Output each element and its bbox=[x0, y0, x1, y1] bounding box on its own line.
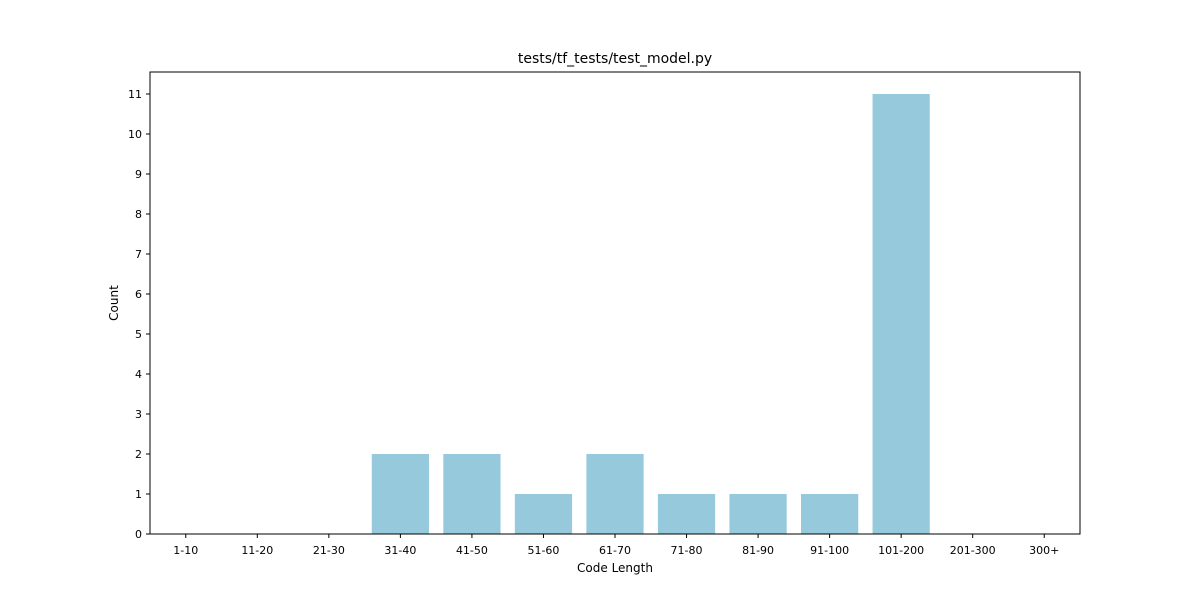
plot-frame bbox=[149, 71, 1081, 535]
x-tick-label: 71-80 bbox=[671, 544, 703, 557]
bars-layer bbox=[371, 94, 930, 534]
bar-31-40 bbox=[371, 454, 429, 534]
y-tick-label: 7 bbox=[135, 248, 142, 261]
x-tick-label: 31-40 bbox=[384, 544, 416, 557]
y-tick-label: 3 bbox=[135, 408, 142, 421]
y-tick-label: 0 bbox=[135, 528, 142, 541]
bar-41-50 bbox=[443, 454, 501, 534]
bar-81-90 bbox=[729, 494, 787, 534]
x-tick-label: 81-90 bbox=[742, 544, 774, 557]
x-tick-label: 300+ bbox=[1029, 544, 1059, 557]
y-tick-label: 2 bbox=[135, 448, 142, 461]
x-tick-label: 11-20 bbox=[241, 544, 273, 557]
bar-51-60 bbox=[514, 494, 573, 534]
bar-91-100 bbox=[801, 494, 859, 534]
x-tick-label: 201-300 bbox=[950, 544, 996, 557]
y-tick-label: 4 bbox=[135, 368, 142, 381]
y-tick-label: 5 bbox=[135, 328, 142, 341]
y-tick-label: 6 bbox=[135, 288, 142, 301]
y-tick-label: 11 bbox=[128, 88, 142, 101]
x-axis-label: Code Length bbox=[577, 561, 653, 575]
bar-101-200 bbox=[872, 94, 930, 534]
bar-61-70 bbox=[586, 454, 644, 534]
x-tick-label: 1-10 bbox=[173, 544, 198, 557]
y-axis-label: Count bbox=[107, 285, 121, 321]
x-tick-label: 51-60 bbox=[527, 544, 559, 557]
x-axis-ticks: 1-10 11-20 21-30 31-40 41-50 51-60 61-70 71-80 8… bbox=[173, 534, 1059, 557]
chart-title: tests/tf_tests/test_model.py bbox=[518, 51, 712, 67]
y-axis-ticks: 0 1 2 3 4 5 6 7 8 9 10 11 bbox=[128, 88, 150, 541]
y-tick-label: 1 bbox=[135, 488, 142, 501]
x-tick-label: 101-200 bbox=[878, 544, 924, 557]
bar-71-80 bbox=[657, 494, 716, 534]
y-tick-label: 9 bbox=[135, 168, 142, 181]
x-tick-label: 41-50 bbox=[456, 544, 488, 557]
x-tick-label: 21-30 bbox=[313, 544, 345, 557]
x-tick-label: 91-100 bbox=[810, 544, 849, 557]
y-tick-label: 8 bbox=[135, 208, 142, 221]
x-tick-label: 61-70 bbox=[599, 544, 631, 557]
y-tick-label: 10 bbox=[128, 128, 142, 141]
